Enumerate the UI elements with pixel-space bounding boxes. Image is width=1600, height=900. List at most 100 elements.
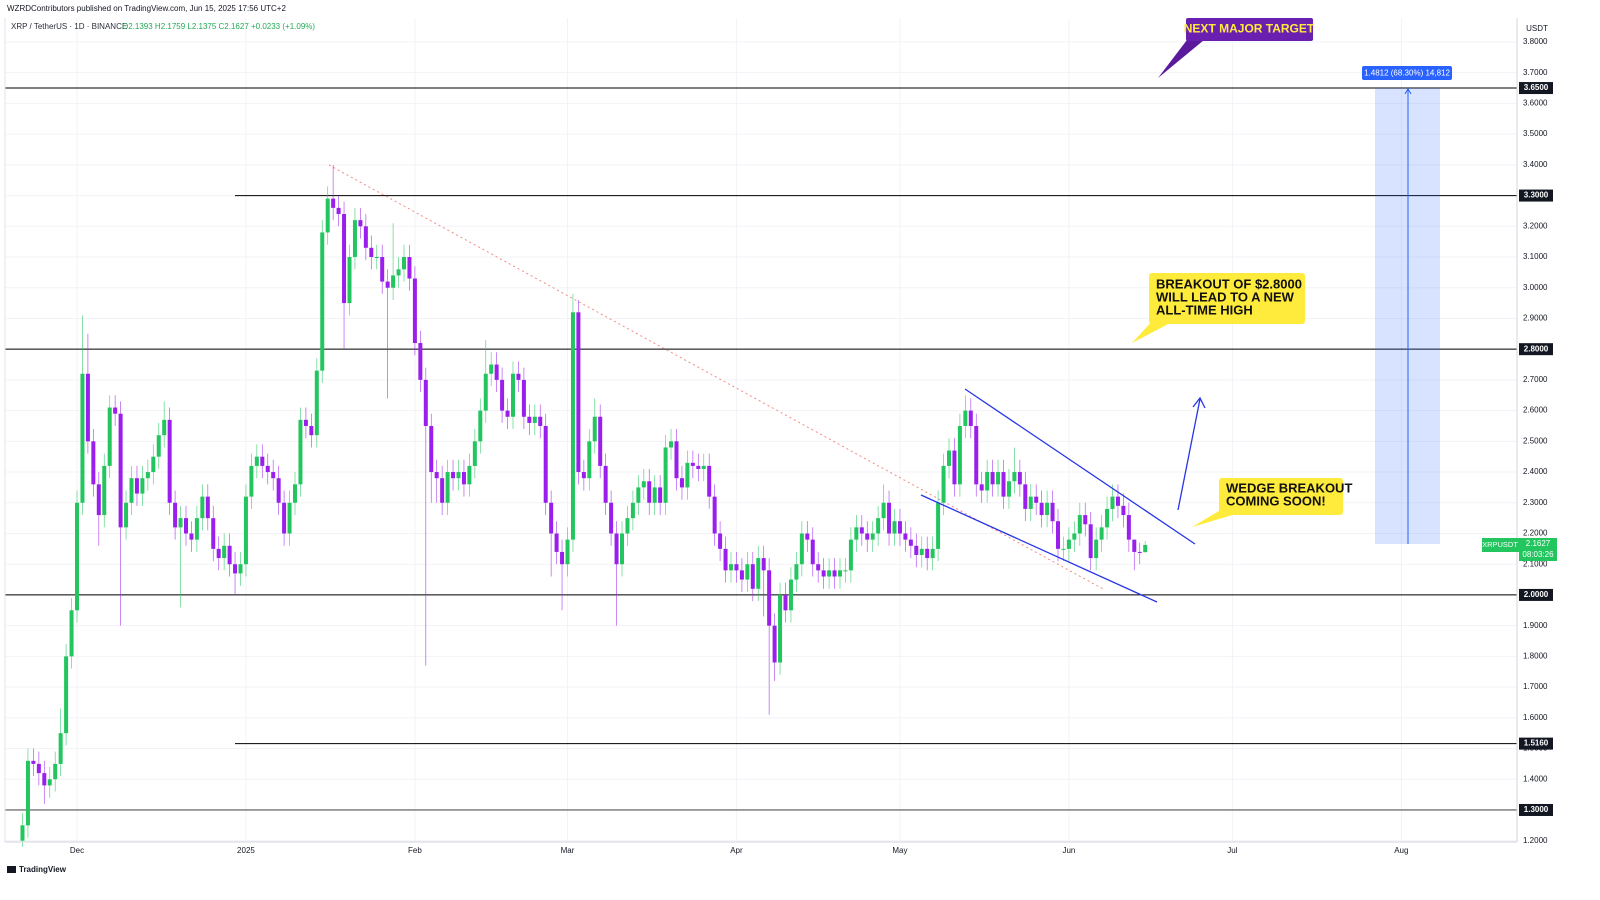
candle-body [374,257,379,259]
candle-body [249,465,254,497]
candle-body [336,207,341,214]
candle-body [1028,496,1033,509]
candle-body [1001,472,1006,497]
candle-body [908,539,913,546]
level-label: 2.8000 [1524,344,1549,353]
candle-body [216,548,221,559]
wedge-lower [920,494,1158,603]
candle-body [1061,548,1066,550]
candle-body [603,465,608,503]
y-tick-label: 1.6000 [1523,713,1548,722]
candle-body [380,257,385,282]
candle-body [707,465,712,497]
candle-body [85,373,90,442]
candle-body [876,518,881,534]
x-tick-label: Dec [70,846,84,855]
candle-body [25,760,30,826]
countdown: 08:03:26 [1522,550,1554,559]
callout-pointer [1132,318,1172,343]
candle-body [865,533,870,540]
candle-body [1045,502,1050,516]
level-label: 2.0000 [1524,590,1549,599]
candle-body [42,773,47,786]
footer: TradingView [19,865,67,874]
candle-body [810,539,815,565]
candle-body [783,594,788,611]
projection-label-bg [1362,66,1452,80]
candle-body [124,502,129,528]
candle-body [821,570,826,577]
candle-body [1072,533,1077,540]
candle-body [887,502,892,534]
candle-body [881,502,886,519]
candle-body [767,570,772,626]
candle-body [750,564,755,589]
candle-body [543,425,548,503]
candle-body [952,450,957,485]
candle-body [1115,496,1120,506]
level-label: 3.3000 [1524,191,1549,200]
candle-body [118,413,123,528]
y-tick-label: 3.5000 [1523,129,1548,138]
candle-body [587,441,592,479]
candle-body [565,539,570,565]
candle-body [80,373,85,503]
ticker-badge [1482,538,1519,552]
candle-body [1110,496,1115,509]
candle-body [211,518,216,549]
candle-body [925,548,930,559]
candles [20,164,1148,847]
candle-body [162,419,167,436]
candle-body [20,825,25,841]
y-tick-label: 3.8000 [1523,37,1548,46]
callout-text: ALL-TIME HIGH [1156,302,1253,317]
y-tick-label: 3.4000 [1523,160,1548,169]
callout-box [1186,18,1313,41]
candle-body [347,257,352,304]
publisher: WZRDContributors published on TradingVie… [7,4,286,13]
candle-body [412,278,417,344]
candle-body [663,447,668,503]
x-tick-label: Feb [408,846,422,855]
candle-body [1006,481,1011,497]
y-tick-label: 3.6000 [1523,99,1548,108]
y-tick-label: 2.1000 [1523,559,1548,568]
candle-body [1132,539,1137,552]
candle-body [434,472,439,479]
candle-body [331,198,336,208]
arrow [1177,398,1201,511]
candle-body [756,558,761,589]
candle-body [478,410,483,442]
y-tick-label: 2.6000 [1523,406,1548,415]
x-tick-label: Apr [730,846,743,855]
candle-body [407,257,412,279]
candle-body [690,462,695,466]
candle-body [1077,515,1082,534]
callout-text: WEDGE BREAKOUT [1226,480,1352,495]
candle-body [549,502,554,534]
candle-body [761,558,766,571]
candle-body [91,441,96,485]
candle-body [701,465,706,469]
candle-body [930,548,935,559]
candle-body [848,539,853,571]
candle-body [352,220,357,258]
candle-body [968,410,973,426]
candle-body [772,625,777,663]
x-tick-label: Jul [1227,846,1237,855]
candle-body [560,551,565,565]
candle-body [843,570,848,572]
y-tick-label: 3.0000 [1523,283,1548,292]
candle-body [260,456,265,466]
candle-body [1056,521,1060,549]
candle-body [205,496,210,519]
candle-body [658,487,663,503]
candle-body [1034,496,1039,503]
currency: USDT [1526,24,1548,33]
candle-body [996,472,1001,485]
candle-body [538,416,543,426]
candle-body [107,407,112,466]
candle-body [282,502,287,534]
candle-body [527,416,532,423]
